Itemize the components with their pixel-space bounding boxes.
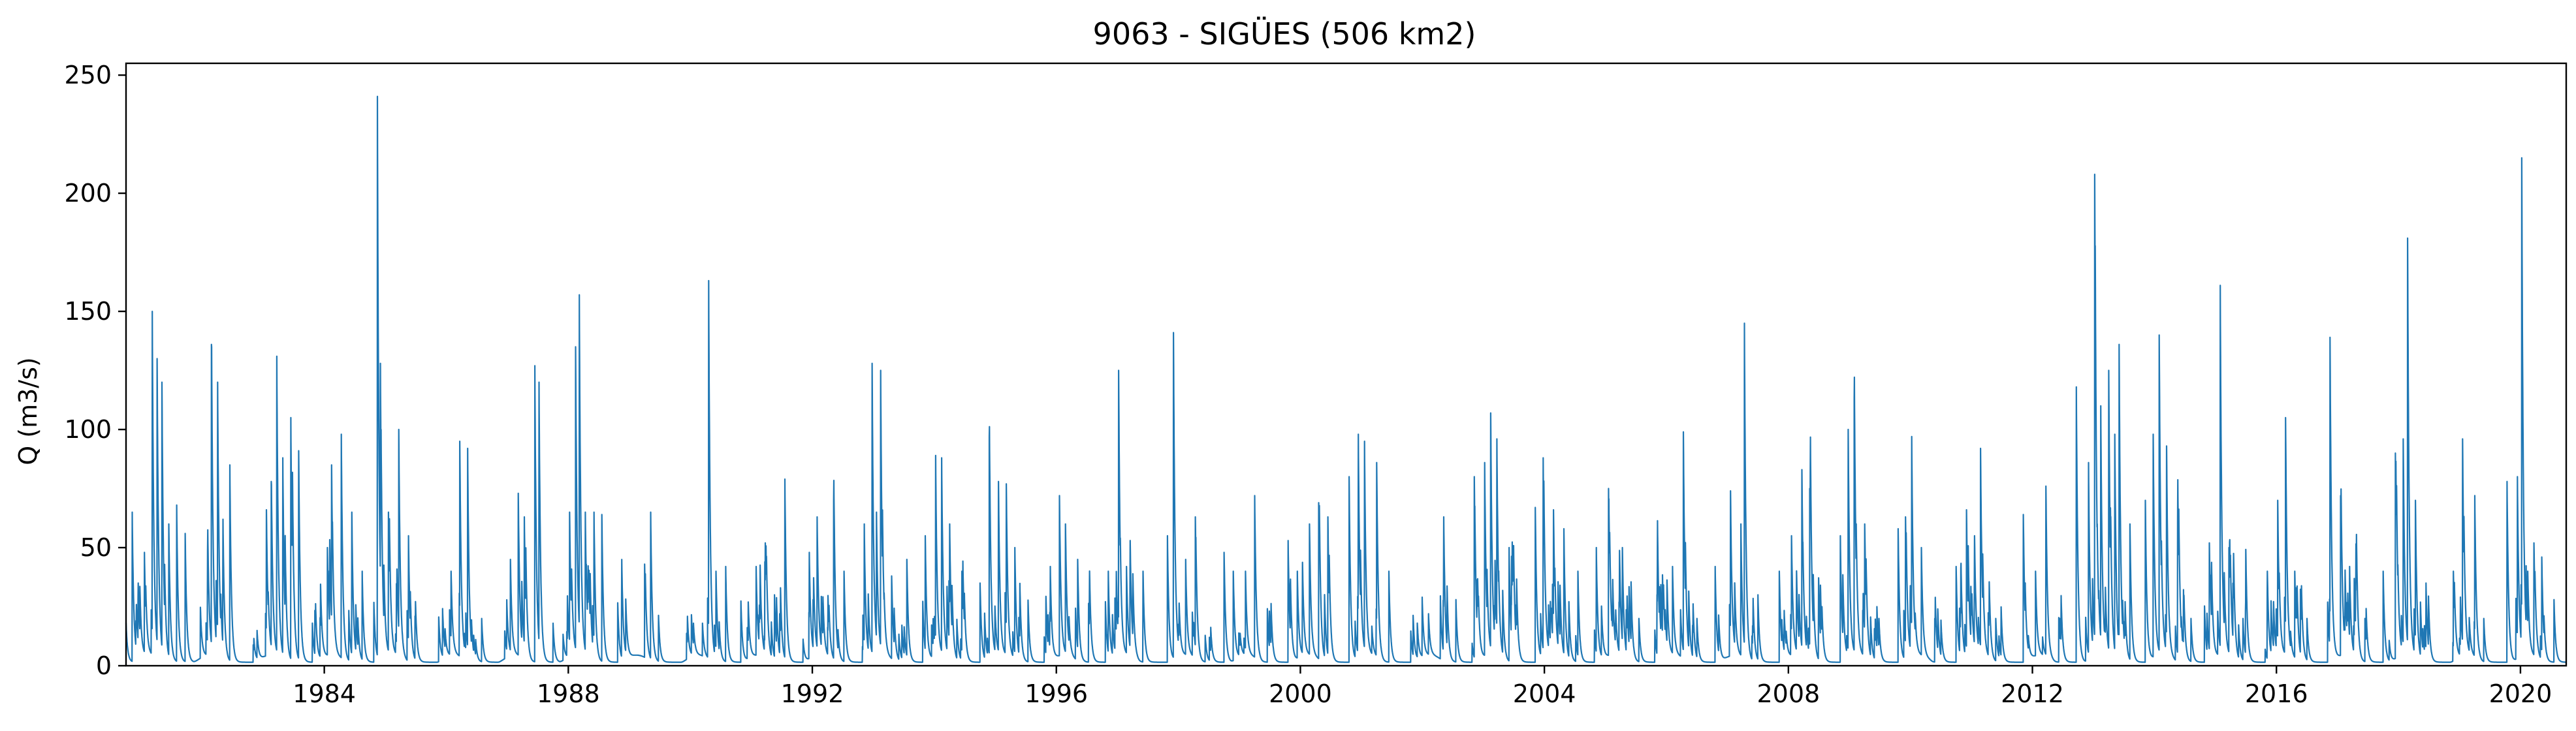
plot-area <box>125 95 2567 663</box>
y-tick-label: 0 <box>96 651 112 680</box>
y-tick-label: 200 <box>64 179 112 208</box>
discharge-series-line <box>125 95 2567 663</box>
y-axis: 0 50 100 150 200 250 <box>64 61 126 680</box>
x-axis: 1984 1988 1992 1996 2000 2004 2008 2012 2016 2020 <box>293 666 2552 708</box>
x-tick-label: 2012 <box>2001 679 2064 708</box>
y-tick-label: 50 <box>80 533 112 562</box>
y-tick-label: 100 <box>64 415 112 444</box>
y-tick-label: 250 <box>64 61 112 89</box>
x-tick-label: 2020 <box>2489 679 2552 708</box>
chart-title: 9063 - SIGÜES (506 km2) <box>1093 16 1476 52</box>
plot-frame <box>125 62 2568 667</box>
x-tick-label: 1992 <box>781 679 844 708</box>
y-axis-label: Q (m3/s) <box>14 357 42 465</box>
y-tick-label: 150 <box>64 297 112 326</box>
x-tick-label: 2000 <box>1269 679 1332 708</box>
x-tick-label: 2004 <box>1513 679 1576 708</box>
x-tick-label: 1988 <box>537 679 600 708</box>
x-tick-label: 1996 <box>1025 679 1088 708</box>
x-tick-label: 2016 <box>2245 679 2308 708</box>
x-tick-label: 1984 <box>293 679 356 708</box>
x-tick-label: 2008 <box>1757 679 1820 708</box>
